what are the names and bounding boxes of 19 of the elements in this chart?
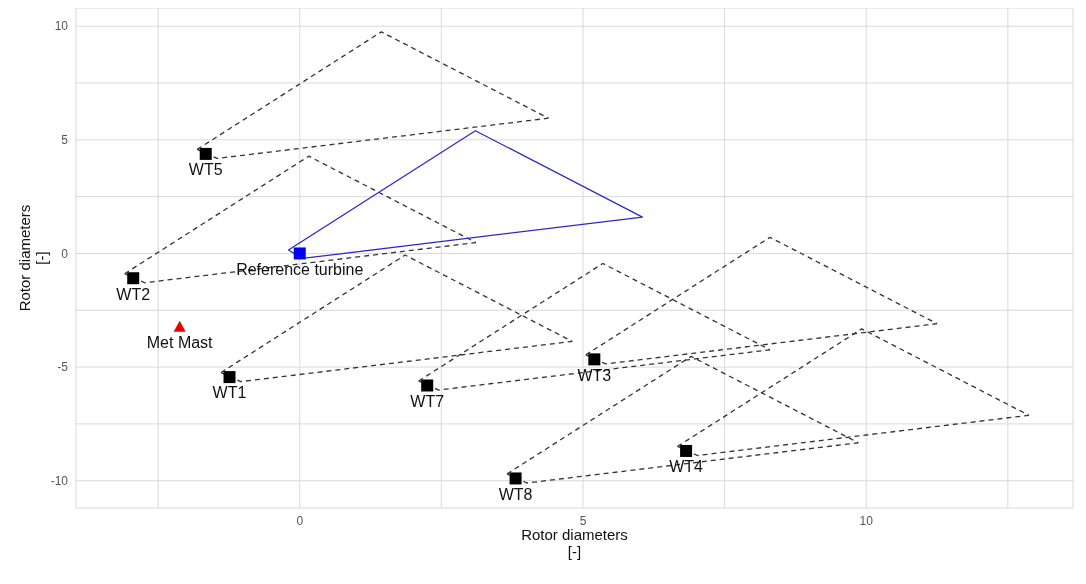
annotation: WT2 <box>116 285 151 303</box>
y-axis-title: Rotor diameters [-] <box>16 204 50 312</box>
annotation: Reference turbine <box>236 260 364 278</box>
x-tick-label: 10 <box>859 513 874 528</box>
y-tick-label: -5 <box>57 360 69 375</box>
y-tick-label: -10 <box>50 473 69 488</box>
annotation: WT5 <box>188 161 223 179</box>
annotation: WT7 <box>410 392 445 410</box>
x-tick-label: 0 <box>296 513 304 528</box>
annotation: WT4 <box>669 458 704 476</box>
annotation: WT8 <box>498 485 533 503</box>
annotation: Met Mast <box>146 334 214 352</box>
y-tick-label: 0 <box>61 246 69 261</box>
x-axis-title: Rotor diameters [-] <box>521 526 628 560</box>
y-tick-label: 5 <box>61 133 69 148</box>
y-tick-label: 10 <box>54 19 69 34</box>
annotation: WT1 <box>212 384 247 402</box>
annotation: WT3 <box>577 366 612 384</box>
x-tick-label: 5 <box>579 513 587 528</box>
